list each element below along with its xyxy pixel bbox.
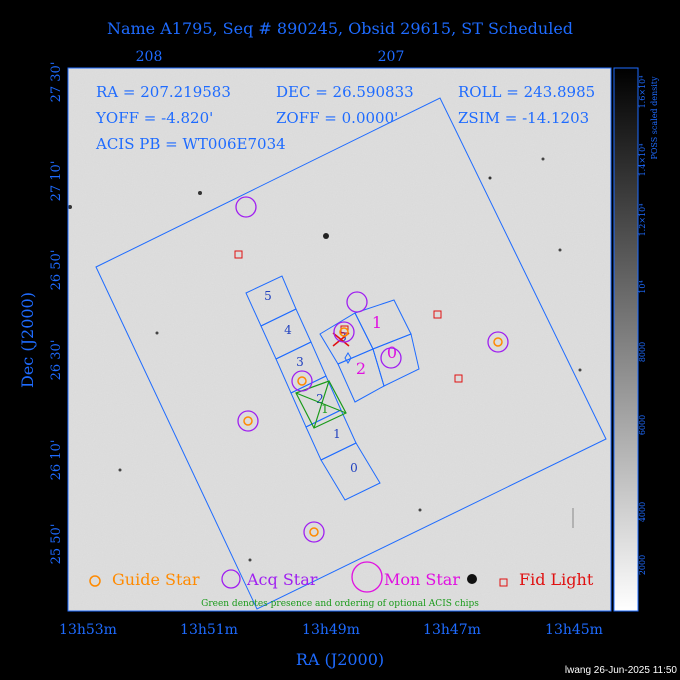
legend-acq-label: Acq Star [246, 570, 318, 589]
acq-star [333, 321, 355, 343]
top-tick-0: 208 [136, 49, 163, 65]
acis-s-label-5: 5 [264, 289, 272, 303]
bottom-tick-2: 13h49m [302, 622, 360, 638]
field-star [467, 574, 477, 584]
legend-acq-icon [221, 569, 241, 589]
guide-star [339, 327, 349, 337]
bottom-tick-1: 13h51m [180, 622, 238, 638]
left-tick-4: 26 10' [49, 440, 64, 481]
acis-i-label-1: 1 [372, 313, 382, 332]
field-star [578, 368, 582, 372]
bottom-tick-3: 13h47m [423, 622, 481, 638]
legend: Guide Star Acq Star Mon Star Fid Light G… [89, 561, 594, 609]
footer-stamp: lwang 26-Jun-2025 11:50 [565, 665, 678, 676]
guide-stars [243, 327, 503, 537]
acq-star [303, 521, 325, 543]
info-zoff: ZOFF = 0.0000' [276, 109, 398, 127]
info-acis-pb: ACIS PB = WT006E7034 [95, 135, 286, 153]
top-axis-ticks: 208 207 [136, 49, 405, 65]
colorbar-tick-7: 1.6×10⁴ [638, 76, 647, 109]
acis-s-label-4: 4 [284, 323, 292, 337]
left-tick-3: 26 30' [49, 340, 64, 381]
info-zsim: ZSIM = -14.1203 [458, 109, 589, 127]
legend-mon-label: Mon Star [384, 570, 460, 589]
plot-frame [67, 67, 612, 612]
guide-star [297, 376, 307, 386]
top-tick-1: 207 [378, 49, 405, 65]
optional-chip-label: 1 [321, 402, 329, 416]
acis-i-label-2: 2 [356, 359, 366, 378]
left-tick-0: 27 30' [49, 62, 64, 103]
bottom-tick-0: 13h53m [59, 622, 117, 638]
bottom-axis-label: RA (J2000) [296, 650, 384, 669]
acis-i-label-0: 0 [387, 343, 397, 362]
fid-light [234, 250, 243, 259]
acq-star [235, 196, 257, 218]
acis-i-chip-2 [337, 348, 385, 403]
acq-star [380, 347, 402, 369]
legend-mon-icon [351, 561, 383, 593]
field-star [198, 191, 202, 195]
guide-star [309, 527, 319, 537]
field-star [248, 558, 252, 562]
info-dec: DEC = 26.590833 [276, 83, 414, 101]
acis-s-label-1: 1 [333, 427, 341, 441]
guide-star [243, 416, 253, 426]
acis-s-label-0: 0 [350, 461, 358, 475]
field-star [323, 233, 329, 239]
acq-star [291, 370, 313, 392]
colorbar: 2000 4000 6000 8000 10⁴ 1.2×10⁴ 1.4×10⁴ … [613, 67, 659, 612]
field-star [418, 508, 422, 512]
colorbar-gradient [613, 67, 639, 612]
legend-fid-icon [499, 578, 508, 587]
acis-s-label-3: 3 [296, 355, 304, 369]
info-roll: ROLL = 243.8985 [458, 83, 595, 101]
acis-s-chip-0 [320, 442, 381, 501]
legend-guide-label: Guide Star [112, 570, 200, 589]
field-star [541, 157, 545, 161]
legend-fid-label: Fid Light [519, 570, 594, 589]
acq-star [346, 291, 368, 313]
fid-light [454, 374, 463, 383]
acq-stars [235, 196, 509, 543]
field-star [155, 331, 159, 335]
acq-star [487, 331, 509, 353]
colorbar-tick-6: 1.4×10⁴ [638, 144, 647, 177]
colorbar-tick-4: 10⁴ [638, 280, 647, 293]
legend-note: Green denotes presence and ordering of o… [201, 599, 479, 609]
colorbar-tick-2: 6000 [638, 415, 647, 435]
field-star [68, 205, 72, 209]
acis-i-array [319, 299, 420, 403]
acis-s-label-2: 2 [316, 392, 324, 406]
colorbar-label: POSS scaled density [650, 76, 659, 160]
acq-star [237, 410, 259, 432]
colorbar-tick-3: 8000 [638, 342, 647, 362]
colorbar-tick-5: 1.2×10⁴ [638, 204, 647, 237]
left-axis-ticks: 27 30' 27 10' 26 50' 26 30' 26 10' 25 50… [49, 62, 64, 565]
acis-s-labels: 5 4 3 2 1 0 [264, 289, 358, 475]
left-tick-1: 27 10' [49, 161, 64, 202]
fov-square [95, 97, 607, 610]
info-yoff: YOFF = -4.820' [95, 109, 213, 127]
info-ra: RA = 207.219583 [96, 83, 231, 101]
colorbar-tick-0: 2000 [638, 555, 647, 575]
acis-s-array [245, 275, 381, 501]
left-tick-2: 26 50' [49, 250, 64, 291]
bottom-axis-ticks: 13h53m 13h51m 13h49m 13h47m 13h45m [59, 622, 603, 638]
fid-light [433, 310, 442, 319]
left-tick-5: 25 50' [49, 524, 64, 565]
guide-star [493, 337, 503, 347]
legend-guide-icon [89, 575, 101, 587]
field-star [488, 176, 492, 180]
field-star [118, 468, 122, 472]
info-block: RA = 207.219583 DEC = 26.590833 ROLL = 2… [95, 83, 595, 153]
colorbar-tick-1: 4000 [638, 502, 647, 522]
bottom-tick-4: 13h45m [545, 622, 603, 638]
left-axis-label: Dec (J2000) [18, 292, 37, 388]
fid-lights [234, 250, 463, 383]
field-star [558, 248, 562, 252]
sky-image [68, 68, 611, 611]
title: Name A1795, Seq # 890245, Obsid 29615, S… [107, 19, 573, 38]
